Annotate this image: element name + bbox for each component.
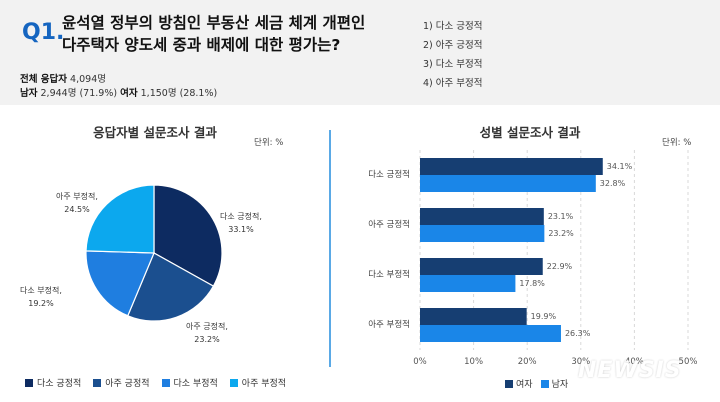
pie-slice-2	[85, 250, 155, 317]
pie-slice-3	[85, 184, 155, 254]
respondent-total: 전체 응답자 4,094명	[20, 73, 217, 87]
option-2: 2) 아주 긍정적	[423, 40, 483, 51]
pie-legend-item-2: 다소 부정적	[161, 376, 218, 389]
bar-legend-item-female: 여자	[505, 377, 533, 390]
pie-legend-label-2: 다소 부정적	[173, 379, 218, 389]
bar-label-male-0: 32.8%	[600, 179, 626, 188]
pie-legend-label-1: 아주 긍정적	[105, 379, 150, 389]
pie-slice-0	[153, 184, 223, 287]
bar-male-3	[420, 325, 561, 342]
bar-tick-4: 40%	[625, 357, 644, 367]
option-4: 4) 아주 부정적	[423, 78, 483, 89]
bar-category-0: 다소 긍정적	[368, 169, 410, 180]
pie-label-3-name: 아주 부정적,	[56, 192, 98, 201]
male-label: 남자	[20, 88, 38, 99]
option-1: 1) 다소 긍정적	[423, 21, 483, 32]
bar-legend-item-male: 남자	[540, 377, 569, 390]
bar-female-1	[420, 208, 544, 225]
pie-label-0-value: 33.1%	[228, 225, 254, 234]
bar-label-male-2: 17.8%	[519, 279, 545, 288]
bar-tick-1: 10%	[464, 357, 483, 367]
question-line-2: 다주택자 양도세 중과 배제에 대한 평가는?	[62, 36, 341, 54]
pie-label-0-name: 다소 긍정적,	[220, 212, 262, 221]
pie-label-2-name: 다소 부정적,	[20, 286, 62, 295]
pie-label-1-name: 아주 긍정적,	[186, 322, 228, 331]
legend-swatch-dark	[25, 378, 33, 387]
pie-legend-item-1: 아주 긍정적	[93, 376, 150, 389]
question-number: Q1.	[22, 20, 65, 45]
bar-legend-label-female: 여자	[516, 380, 533, 390]
pie-label-3-value: 24.5%	[64, 205, 90, 214]
pie-legend: 다소 긍정적 아주 긍정적 다소 부정적 아주 부정적	[25, 376, 286, 389]
bar-female-0	[420, 158, 603, 175]
respondent-summary: 전체 응답자 4,094명 남자 2,944명 (71.9%) 여자 1,150…	[20, 73, 217, 101]
legend-swatch-female	[505, 379, 513, 388]
bar-label-female-1: 23.1%	[548, 212, 574, 221]
bar-male-2	[420, 275, 516, 292]
question-header: Q1. 윤석열 정부의 방침인 부동산 세금 체계 개편인 다주택자 양도세 중…	[0, 0, 720, 105]
legend-swatch-male	[540, 379, 549, 388]
pie-title: 응답자별 설문조사 결과	[93, 125, 217, 140]
bar-label-male-1: 23.2%	[548, 229, 574, 238]
bar-female-2	[420, 258, 543, 275]
question-line-1: 윤석열 정부의 방침인 부동산 세금 체계 개편인	[62, 14, 366, 32]
bar-legend: 여자 남자	[505, 377, 568, 390]
pie-label-3: 아주 부정적, 24.5%	[42, 190, 112, 216]
bar-chart: 0% 10% 20% 30% 40% 50% 다소 긍정적 34.1% 32.8% 아주 긍정적 2…	[368, 150, 698, 367]
bar-tick-5: 50%	[679, 357, 698, 367]
male-value: 2,944명 (71.9%)	[40, 88, 118, 99]
pie-label-2: 다소 부정적, 19.2%	[6, 284, 76, 310]
bar-male-1	[420, 225, 545, 242]
total-label: 전체 응답자	[20, 74, 68, 85]
pie-legend-label-0: 다소 긍정적	[37, 379, 82, 389]
legend-swatch-light	[229, 378, 238, 387]
bar-category-3: 아주 부정적	[368, 319, 410, 330]
bar-label-female-0: 34.1%	[607, 162, 633, 171]
pie-legend-item-0: 다소 긍정적	[25, 376, 81, 389]
pie-unit: 단위: %	[254, 138, 284, 148]
total-value: 4,094명	[70, 74, 106, 85]
answer-options: 1) 다소 긍정적 2) 아주 긍정적 3) 다소 부정적 4) 아주 부정적	[423, 17, 483, 93]
pie-legend-label-3: 아주 부정적	[241, 379, 287, 389]
bar-category-1: 아주 긍정적	[368, 219, 410, 230]
female-value: 1,150명 (28.1%)	[140, 88, 218, 99]
respondent-gender: 남자 2,944명 (71.9%) 여자 1,150명 (28.1%)	[20, 87, 217, 101]
watermark-logo: NEWSIS	[578, 358, 682, 383]
bar-unit: 단위: %	[662, 138, 692, 148]
legend-swatch-mid	[93, 378, 102, 387]
bar-title: 성별 설문조사 결과	[479, 125, 581, 140]
bar-male-0	[420, 175, 596, 192]
bar-label-male-3: 26.3%	[565, 329, 591, 338]
bar-legend-label-male: 남자	[551, 380, 569, 390]
pie-label-1-value: 23.2%	[194, 335, 220, 344]
panel-divider	[329, 130, 331, 367]
pie-chart	[85, 184, 223, 322]
bar-tick-0: 0%	[413, 357, 427, 367]
option-3: 3) 다소 부정적	[423, 59, 483, 70]
pie-legend-item-3: 아주 부정적	[229, 376, 287, 389]
bar-category-2: 다소 부정적	[368, 269, 410, 280]
question-text: 윤석열 정부의 방침인 부동산 세금 체계 개편인 다주택자 양도세 중과 배제…	[62, 12, 402, 56]
legend-swatch-blue	[161, 378, 170, 387]
pie-label-1: 아주 긍정적, 23.2%	[172, 320, 242, 346]
female-label: 여자	[120, 88, 138, 99]
bar-tick-2: 20%	[518, 357, 537, 367]
bar-tick-3: 30%	[571, 357, 590, 367]
pie-label-0: 다소 긍정적, 33.1%	[206, 210, 276, 236]
pie-label-2-value: 19.2%	[28, 299, 54, 308]
pie-slice-1	[126, 252, 215, 322]
bar-female-3	[420, 308, 527, 325]
bar-label-female-3: 19.9%	[531, 312, 557, 321]
bar-label-female-2: 22.9%	[547, 262, 573, 271]
